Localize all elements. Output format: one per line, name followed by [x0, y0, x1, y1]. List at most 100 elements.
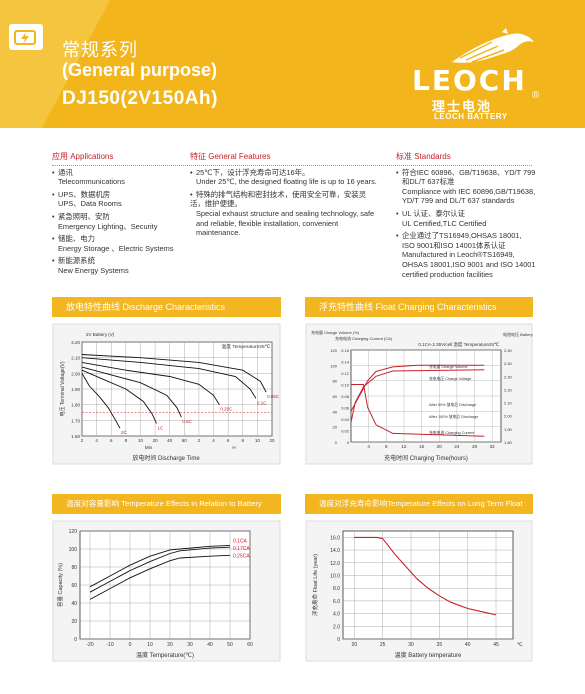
y-tick-label: 2.10 [71, 356, 80, 361]
list-item: • UL 认证、泰尔认证 UL Certified,TLC Certified [396, 208, 487, 228]
float-life-chart: 16.0 14.0 12.0 10.0 8.0 6.0 4.0 2.0 0 20 25 30 35 40 4… [305, 520, 533, 662]
y-tick-label: 12.0 [330, 561, 340, 567]
legend-label: 充电电流 Charging Current [429, 430, 475, 435]
legend-label: After 50% 放电后 Discharge [429, 402, 476, 407]
y-tick-label: 0.06 [341, 406, 350, 411]
y-axis-label: 充电量 Charge Volume (%) [311, 329, 360, 335]
x-tick-label: 20 [269, 438, 275, 443]
float-chart: 4 8 12 16 20 24 28 32 120 100 80 60 40 20 0 0.16 0.14 0.1… [305, 323, 533, 465]
chart-title: 0.1CA-2.35V/cell 温度 Temperature25℃ [418, 341, 500, 348]
x-tick-label: 10 [255, 438, 261, 443]
discharge-chart: 2.202.102.001.901.801.701.602 4 6 8 10 20 40 60… [52, 323, 281, 465]
y-tick-label: 0.12 [341, 371, 350, 376]
series-label: 0.1C [257, 400, 267, 405]
y-tick-label: 1.80 [504, 440, 513, 445]
y-tick-label: 0.02 [341, 429, 350, 434]
y-axis-label: 电池电压 Battery Voltage (V/Cell) [503, 331, 533, 337]
features-section: 特征 General Features • 25℃下，设计浮充寿命可达16年。 Un… [190, 152, 380, 241]
logo-wordmark: LEOCH [412, 64, 527, 97]
model-name: DJ150(2V150Ah) [62, 88, 218, 109]
legend-label: 充电电压 Charge Voltage [429, 376, 471, 381]
standards-section: 标准 Standards • 符合IEC 60896、GB/T19638、YD/T… [396, 152, 566, 282]
y-tick-label: 1.80 [71, 403, 80, 408]
x-axis-label: 温度 Temperature(℃) [136, 651, 194, 659]
series-label: 0.25CA [233, 553, 250, 559]
x-tick-label: 10 [147, 642, 153, 648]
y-tick-label: 1.60 [71, 434, 80, 439]
temperature-capacity-chart: 120 100 80 60 40 20 0 -20 -10 0 10 20 30 40 50 60 温度 Tem… [52, 520, 281, 662]
y-tick-label: 6.0 [333, 599, 340, 605]
x-tick-label: 2 [81, 438, 84, 443]
series-label: 0.25C [220, 407, 233, 412]
y-tick-label: 2.50 [504, 348, 513, 353]
x-tick-label: 4 [212, 438, 215, 443]
x-tick-label: 30 [408, 642, 414, 648]
y-tick-label: 40 [71, 601, 77, 607]
y-tick-label: 20 [333, 425, 338, 430]
x-tick-label: 0 [129, 642, 132, 648]
x-tick-label: -20 [86, 642, 93, 648]
series-label: 0.1CA [233, 538, 248, 544]
x-tick-label: 8 [385, 444, 388, 449]
x-axis-label: 充电时间 Charging Time(hours) [384, 454, 468, 462]
x-tick-label: 6 [227, 438, 230, 443]
y-tick-label: 2.40 [504, 361, 513, 366]
y-tick-label: 2.10 [504, 401, 513, 406]
y-tick-label: 8.0 [333, 586, 340, 592]
y-tick-label: 100 [330, 363, 337, 368]
y-tick-label: 2.00 [71, 371, 80, 376]
chart-title: 温度 Temperature25℃ [221, 343, 270, 350]
y-tick-label: 0 [347, 440, 350, 445]
list-item: • 储能、电力 Energy Storage 、Electric Systems [52, 234, 174, 253]
y-unit-label: 2V Battery (V) [86, 332, 115, 337]
y-axis-label: 充电电流 Charging Current (CA) [335, 335, 393, 341]
panel-title-temperature: 温度对容量影响 Temperature Effects in Relation … [52, 494, 281, 528]
logo-cn: 理士电池 [432, 99, 493, 114]
y-tick-label: 40 [333, 409, 338, 414]
x-tick-label: 4 [367, 444, 370, 449]
legend-label: 充电量 Charge Volume [429, 364, 468, 369]
list-item: • 符合IEC 60896、GB/T19638、YD/T 799 和DL/T 637… [396, 167, 536, 206]
list-item: • 紧急照明、安防 Emergency Lighting、Security [52, 211, 158, 231]
y-tick-label: 0 [337, 637, 340, 643]
applications-heading: 应用 Applications [52, 152, 114, 161]
y-tick-label: 0.14 [341, 360, 350, 365]
x-tick-label: 12 [401, 444, 407, 449]
section-divider [52, 165, 532, 166]
x-tick-label: 60 [247, 642, 253, 648]
x-tick-label: 20 [437, 444, 443, 449]
x-tick-label: 6 [110, 438, 113, 443]
x-tick-label: 25 [380, 642, 386, 648]
series-line-0.05C [81, 354, 267, 393]
y-tick-label: 120 [330, 348, 337, 353]
x-tick-label: 2 [198, 438, 201, 443]
list-item: • 企业通过了TS16949,OHSAS 18001, ISO 9001和ISO 1… [396, 231, 536, 279]
list-item: • 25℃下，设计浮充寿命可达16年。 Under 25℃, the designe… [190, 167, 377, 187]
battery-icon [9, 24, 43, 50]
list-item: • 特殊的排气结构和密封技术，使用安全可靠，安装灵活，维护便捷。 Special e… [190, 189, 375, 238]
y-tick-label: 4.0 [333, 612, 340, 618]
horse-logo-icon [452, 28, 534, 63]
series-line-1C [81, 369, 157, 424]
y-tick-label: 60 [71, 583, 77, 589]
x-tick-label: 20 [167, 642, 173, 648]
x-tick-label: 8 [242, 438, 245, 443]
x-tick-label: 8 [125, 438, 128, 443]
y-tick-label: 20 [71, 619, 77, 625]
series-line [89, 544, 231, 588]
y-tick-label: 120 [69, 529, 78, 535]
y-tick-label: 2.30 [504, 374, 513, 379]
series-line [351, 384, 485, 437]
x-tick-label: 20 [352, 642, 358, 648]
applications-section: 应用 Applications • 通讯 Telecommunications • U… [52, 152, 182, 279]
x-tick-label: 40 [465, 642, 471, 648]
plot-area [342, 530, 514, 640]
legend-label: After 100% 放电后 Discharge [429, 414, 478, 419]
y-tick-label: 100 [69, 547, 78, 553]
standards-heading: 标准 Standards [396, 152, 451, 161]
logo-sub: LEOCH BATTERY [434, 112, 508, 121]
series-label: 2C [121, 430, 128, 435]
panel-title-discharge: 放电特性曲线 Discharge Characteristics [52, 297, 281, 317]
x-unit-label: ℃ [517, 642, 523, 648]
x-unit-label: H [232, 445, 235, 450]
